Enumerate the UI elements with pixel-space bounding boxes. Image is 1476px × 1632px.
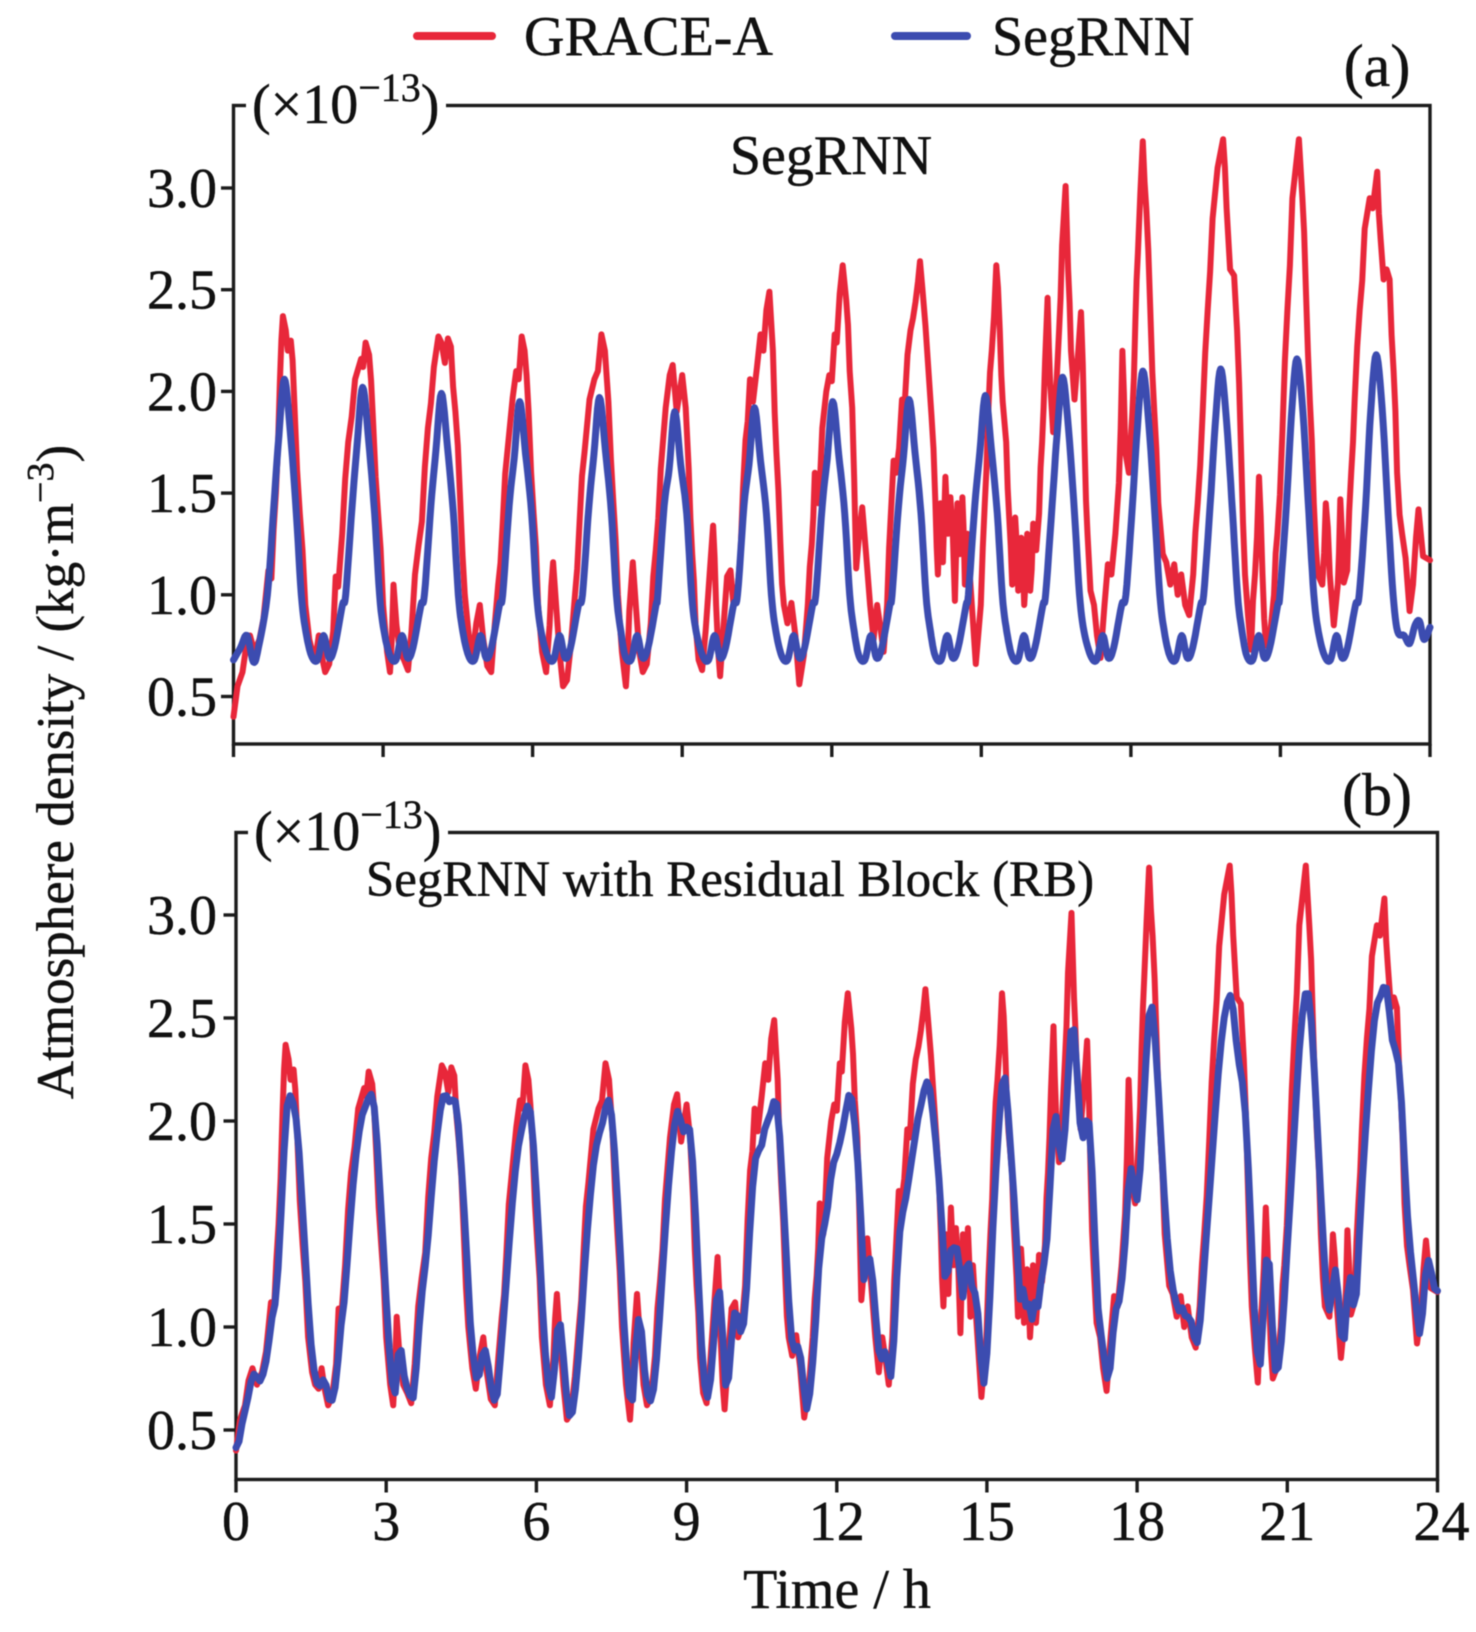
svg-text:(×10−13): (×10−13)	[252, 65, 439, 136]
svg-text:(b): (b)	[1342, 762, 1412, 828]
svg-text:0.5: 0.5	[147, 667, 217, 729]
svg-text:SegRNN: SegRNN	[730, 125, 932, 187]
svg-text:1.5: 1.5	[147, 1194, 217, 1256]
svg-text:SegRNN: SegRNN	[992, 6, 1194, 68]
svg-text:18: 18	[1109, 1491, 1165, 1553]
svg-text:SegRNN with Residual Block (RB: SegRNN with Residual Block (RB)	[366, 852, 1094, 908]
svg-text:1.0: 1.0	[147, 1297, 217, 1359]
svg-text:1.5: 1.5	[147, 463, 217, 525]
svg-text:(×10−13): (×10−13)	[254, 792, 441, 863]
svg-text:GRACE-A: GRACE-A	[524, 6, 773, 68]
svg-text:0.5: 0.5	[147, 1400, 217, 1462]
svg-text:Time / h: Time / h	[743, 1559, 931, 1621]
svg-text:0: 0	[222, 1491, 250, 1553]
svg-text:2.0: 2.0	[147, 361, 217, 423]
svg-text:24: 24	[1414, 1491, 1470, 1553]
svg-text:3.0: 3.0	[147, 158, 217, 220]
svg-text:2.5: 2.5	[147, 988, 217, 1050]
svg-text:6: 6	[522, 1491, 550, 1553]
svg-text:2.0: 2.0	[147, 1091, 217, 1153]
svg-text:15: 15	[959, 1491, 1015, 1553]
svg-text:2.5: 2.5	[147, 260, 217, 322]
svg-text:(a): (a)	[1344, 33, 1411, 99]
svg-text:1.0: 1.0	[147, 565, 217, 627]
svg-text:12: 12	[809, 1491, 865, 1553]
svg-text:3: 3	[372, 1491, 400, 1553]
svg-text:Atmosphere density / (kg·m−3): Atmosphere density / (kg·m−3)	[20, 445, 85, 1099]
svg-text:21: 21	[1259, 1491, 1315, 1553]
svg-text:3.0: 3.0	[147, 885, 217, 947]
svg-text:9: 9	[673, 1491, 701, 1553]
